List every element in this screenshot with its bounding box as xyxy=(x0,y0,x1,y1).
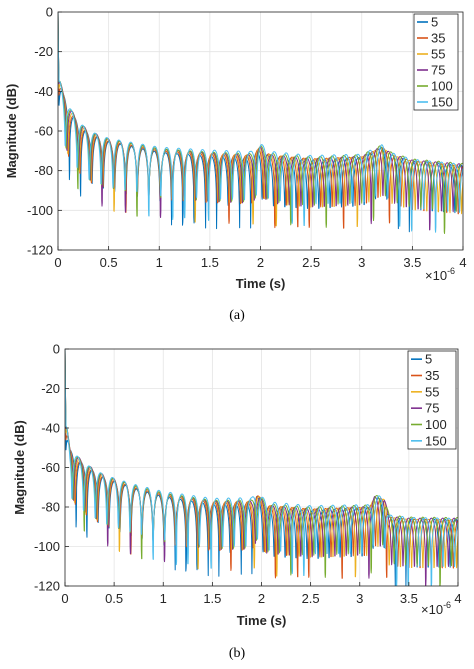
x-tick-label: 1 xyxy=(160,591,167,606)
x-tick-label: 0.5 xyxy=(100,255,118,270)
legend-label-75: 75 xyxy=(425,401,439,416)
y-tick-label: -80 xyxy=(34,163,53,178)
x-tick-label: 4 xyxy=(454,591,461,606)
legend-label-35: 35 xyxy=(425,368,439,383)
series-group xyxy=(65,349,458,586)
y-tick-label: -40 xyxy=(41,421,60,436)
x-tick-label: 2.5 xyxy=(302,255,320,270)
x-tick-label: 2 xyxy=(257,255,264,270)
y-axis-label: Magnitude (dB) xyxy=(4,84,19,179)
y-tick-label: -80 xyxy=(41,500,60,515)
x-tick-label: 3 xyxy=(358,255,365,270)
legend-label-150: 150 xyxy=(431,95,453,110)
legend-label-75: 75 xyxy=(431,63,445,78)
y-tick-label: -60 xyxy=(41,460,60,475)
x-tick-label: 0.5 xyxy=(105,591,123,606)
x-tick-label: 2.5 xyxy=(302,591,320,606)
x-tick-label: 1.5 xyxy=(203,591,221,606)
x-tick-label: 0 xyxy=(61,591,68,606)
x-tick-label: 2 xyxy=(258,591,265,606)
y-tick-label: -60 xyxy=(34,124,53,139)
legend-label-100: 100 xyxy=(431,79,453,94)
legend-label-55: 55 xyxy=(425,384,439,399)
x-axis-multiplier: ×10-6 xyxy=(425,266,455,283)
chart-a: 0 0.5 1 1.5 2 2.5 3 3.5 4 0 -20 -40 -60 -80 -100 -120 Ti… xyxy=(4,5,467,292)
y-tick-label: -100 xyxy=(27,203,53,218)
x-axis-label: Time (s) xyxy=(237,613,287,628)
x-tick-label: 1.5 xyxy=(201,255,219,270)
legend-label-55: 55 xyxy=(431,47,445,62)
x-tick-label: 3.5 xyxy=(403,255,421,270)
x-tick-label: 0 xyxy=(54,255,61,270)
legend-label-5: 5 xyxy=(431,15,438,30)
x-tick-label: 4 xyxy=(459,255,466,270)
y-tick-label: -120 xyxy=(27,243,53,258)
series-line-150 xyxy=(65,349,458,586)
y-axis-label: Magnitude (dB) xyxy=(12,420,27,515)
x-axis-label: Time (s) xyxy=(236,276,286,291)
legend-box xyxy=(413,13,459,111)
y-tick-label: 0 xyxy=(53,342,60,357)
y-tick-label: -100 xyxy=(34,539,60,554)
y-tick-label: -20 xyxy=(34,44,53,59)
legend-label-35: 35 xyxy=(431,31,445,46)
legend-label-150: 150 xyxy=(425,433,447,448)
caption-b: (b) xyxy=(228,646,246,661)
legend-label-5: 5 xyxy=(425,352,432,367)
x-axis-multiplier: ×10-6 xyxy=(421,600,451,617)
legend-box xyxy=(407,350,457,450)
x-tick-label: 3 xyxy=(356,591,363,606)
y-tick-label: 0 xyxy=(46,5,53,20)
caption-a: (a) xyxy=(229,308,245,323)
series-line-150 xyxy=(58,12,463,233)
chart-b: 0 0.5 1 1.5 2 2.5 3 3.5 4 0 -20 -40 -60 -80 -100 -120 Ti… xyxy=(12,342,462,629)
y-tick-label: -40 xyxy=(34,84,53,99)
series-group xyxy=(58,12,463,234)
y-tick-label: -120 xyxy=(34,579,60,594)
x-tick-label: 1 xyxy=(156,255,163,270)
y-tick-label: -20 xyxy=(41,381,60,396)
legend-label-100: 100 xyxy=(425,417,447,432)
x-tick-label: 3.5 xyxy=(400,591,418,606)
